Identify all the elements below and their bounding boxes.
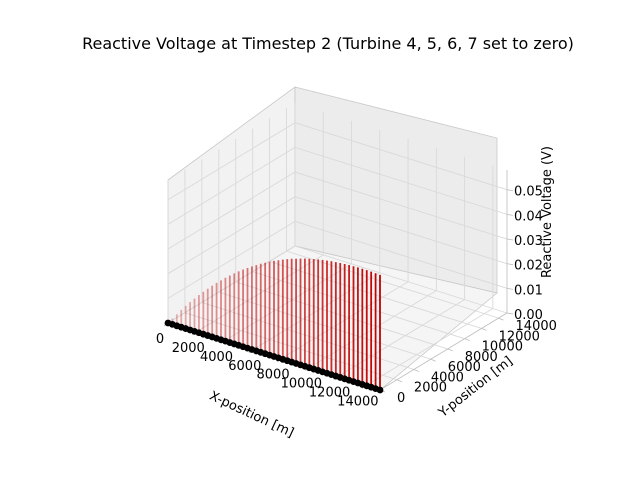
back-grid-z — [294, 245, 508, 314]
z-tick-label: 0.00 — [514, 308, 543, 323]
z-tick-label: 0.03 — [514, 234, 543, 249]
back-grid-z — [294, 122, 508, 191]
back-grid-z — [294, 146, 508, 215]
back-grid-z — [294, 196, 508, 265]
y-tick-label: 10000 — [482, 340, 523, 355]
z-tick-labels: 0.00 0.01 0.02 0.03 0.04 0.05 — [514, 185, 543, 323]
stems — [171, 258, 381, 390]
y-tick-mark — [481, 328, 487, 331]
y-tick-mark — [430, 358, 436, 362]
z-tick-mark — [506, 263, 514, 266]
x-tick-label: 4000 — [200, 350, 233, 365]
x-tick-label: 14000 — [337, 395, 378, 410]
y-tick-label: 8000 — [465, 350, 498, 365]
side-grid-z — [167, 220, 296, 299]
y-tick-label: 2000 — [414, 381, 447, 396]
y-tick-mark — [396, 379, 403, 383]
y-tick-label: 4000 — [431, 370, 464, 385]
y-tick-label: 0 — [397, 391, 405, 406]
x-tick-label: 12000 — [309, 386, 350, 401]
side-grid-z — [167, 146, 296, 225]
markers — [164, 319, 384, 394]
back-grid-z — [294, 171, 508, 240]
side-grid-z — [167, 171, 296, 250]
y-tick-label: 12000 — [499, 329, 540, 344]
z-tick-label: 0.04 — [514, 209, 543, 224]
z-tick-label: 0.05 — [514, 185, 543, 200]
y-axis-line — [379, 312, 508, 391]
z-tick-mark — [506, 238, 514, 241]
x-tick-label: 8000 — [257, 368, 290, 383]
y-tick-label: 6000 — [448, 360, 481, 375]
z-axis-label: Reactive Voltage (V) — [540, 146, 555, 278]
floor-grid-x — [196, 254, 324, 333]
floor-grid-x — [365, 308, 494, 386]
x-tick-label: 6000 — [228, 359, 261, 374]
chart-title: Reactive Voltage at Timestep 2 (Turbine … — [82, 34, 574, 53]
z-tick-mark — [506, 213, 514, 216]
x-tick-label: 0 — [156, 332, 164, 347]
z-tick-label: 0.01 — [514, 283, 543, 298]
z-tick-label: 0.02 — [514, 259, 543, 274]
x-tick-label: 10000 — [281, 377, 322, 392]
y-tick-mark — [464, 338, 470, 342]
back-grid-z — [294, 220, 508, 289]
side-grid-z — [167, 245, 296, 324]
floor-grid-x — [309, 290, 437, 369]
y-tick-label: 14000 — [516, 319, 557, 334]
y-tick-mark — [447, 348, 453, 352]
floor-grid-y — [201, 302, 415, 370]
side-grid-z — [167, 196, 296, 275]
y-tick-mark — [498, 317, 504, 321]
z-tick-mark — [506, 287, 514, 290]
side-grid-z — [167, 122, 296, 201]
x-tick-label: 2000 — [172, 341, 205, 356]
z-tick-mark — [506, 189, 514, 192]
data-point-marker — [376, 386, 384, 394]
floor-grid-y — [218, 291, 431, 360]
floor-grid-y — [235, 281, 448, 350]
z-tick-mark — [506, 312, 514, 315]
y-tick-mark — [413, 369, 420, 372]
